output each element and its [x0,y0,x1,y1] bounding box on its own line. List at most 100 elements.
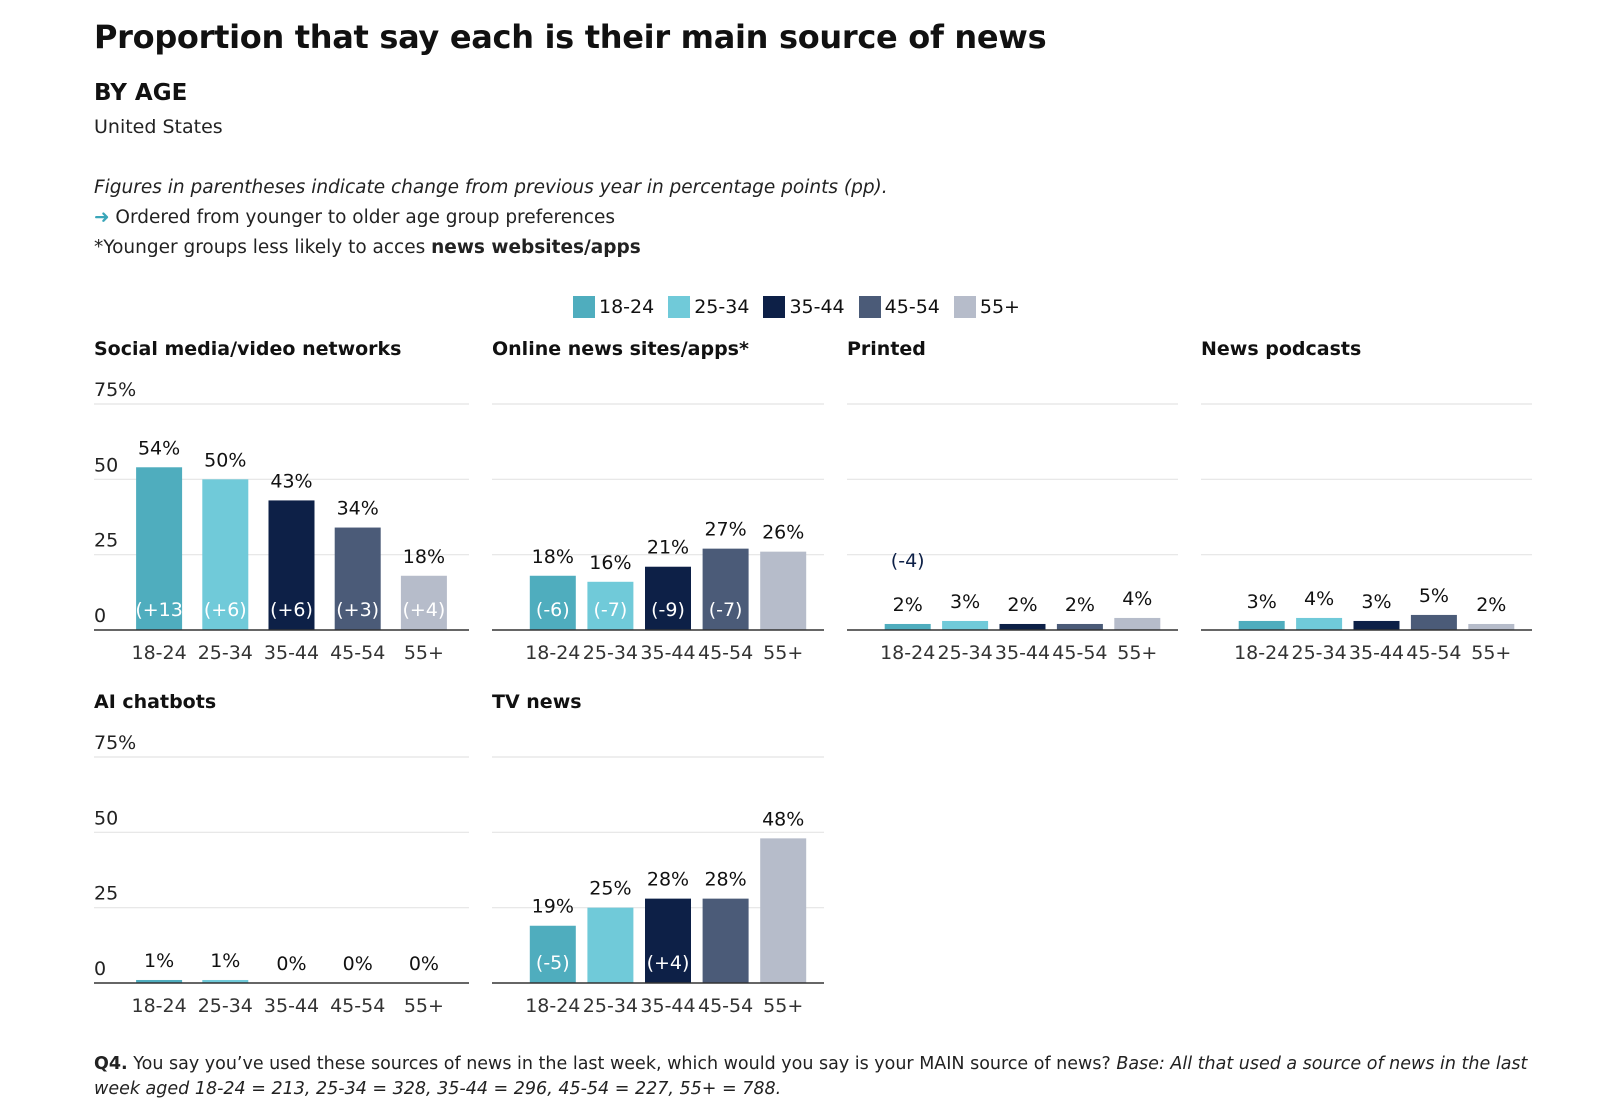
data-label: 3% [950,591,980,613]
legend-item: 45-54 [858,296,940,318]
footer-question-label: Q4. [94,1054,128,1074]
change-label: (-9) [651,599,685,621]
x-tick-label: 35-44 [264,995,319,1017]
footer-base: Base: All that used a source of news in … [94,1054,1528,1099]
bar [999,623,1046,630]
data-label: 4% [1304,588,1334,610]
legend-label: 18-24 [599,296,655,318]
country-label: United States [94,116,223,138]
bar [942,620,989,630]
data-label: 18% [532,546,574,568]
data-label: 48% [762,808,804,830]
order-note: ➜ Ordered from younger to older age grou… [94,207,615,228]
data-label: 21% [647,537,689,559]
arrow-right-icon: ➜ [94,207,110,228]
x-tick-label: 45-54 [698,642,753,664]
data-label: 25% [589,878,631,900]
change-label: (+6) [270,599,313,621]
legend-item: 18-24 [573,296,654,318]
legend-swatch [763,296,786,318]
change-label: (+3) [336,599,379,621]
x-tick-label: 18-24 [1234,642,1289,664]
data-label: 2% [893,594,923,616]
x-tick-label: 45-54 [698,995,753,1017]
data-label: 5% [1419,585,1449,607]
data-label: 2% [1065,594,1095,616]
legend-label: 35-44 [789,296,845,318]
bar [702,898,749,983]
data-label: 50% [204,449,246,471]
legend: 18-24 25-34 35-44 45-54 55+ [573,296,1020,318]
panel-title: Printed [847,338,926,360]
x-tick-label: 35-44 [264,642,319,664]
change-label: (-7) [709,599,743,621]
bar [529,575,576,630]
bar [202,979,249,983]
chart-subtitle: BY AGE [94,80,188,106]
panel-title: Social media/video networks [94,338,402,360]
data-label: 27% [704,519,746,541]
x-tick-label: 25-34 [583,642,638,664]
data-label: 0% [343,953,373,975]
x-tick-label: 18-24 [880,642,935,664]
legend-swatch [858,296,881,318]
x-tick-label: 55+ [1471,642,1511,664]
data-label: 18% [403,546,445,568]
x-tick-label: 18-24 [131,995,186,1017]
data-label: 54% [138,437,180,459]
data-label: 34% [337,498,379,520]
bar [1114,617,1161,630]
bar [529,925,576,983]
younger-note: *Younger groups less likely to acces new… [94,237,641,258]
x-tick-label: 35-44 [995,642,1050,664]
x-tick-label: 55+ [763,642,803,664]
data-label: 19% [532,896,574,918]
bar [702,548,749,630]
bar [587,581,634,630]
bar [645,566,691,630]
bar [645,898,691,983]
footer-question: You say you’ve used these sources of new… [127,1054,1117,1074]
data-label: 26% [762,522,804,544]
panel-title: Online news sites/apps* [492,338,749,360]
change-label: (+13 [135,599,183,621]
data-label: 2% [1007,594,1037,616]
y-tick-label: 75% [94,379,136,401]
change-label: (-5) [536,952,570,974]
data-label: 16% [589,552,631,574]
data-label: 0% [409,953,439,975]
data-label: 43% [270,470,312,492]
change-label: (-7) [594,599,628,621]
y-tick-label: 50 [94,807,118,829]
bar [400,575,447,630]
data-label: 28% [647,869,689,891]
younger-note-bold: news websites/apps [431,237,641,258]
bar [1296,617,1343,630]
bar [1056,623,1103,630]
bar [1238,620,1285,630]
x-tick-label: 45-54 [330,995,385,1017]
change-label: (+4) [402,599,445,621]
data-label: 4% [1122,588,1152,610]
legend-swatch [953,296,976,318]
y-tick-label: 0 [94,605,106,627]
x-tick-label: 55+ [763,995,803,1017]
panel-title: TV news [492,691,582,713]
footer-note: Q4. You say you’ve used these sources of… [94,1052,1534,1102]
chart-title: Proportion that say each is their main s… [94,18,1047,56]
x-tick-label: 25-34 [937,642,992,664]
change-label: (+4) [647,952,690,974]
legend-label: 55+ [979,296,1020,318]
bar [136,979,183,983]
younger-note-text: *Younger groups less likely to acces [94,237,432,258]
legend-swatch [668,296,691,318]
data-label: 28% [704,869,746,891]
x-tick-label: 25-34 [198,642,253,664]
order-note-text: Ordered from younger to older age group … [115,207,616,228]
x-tick-label: 18-24 [525,995,580,1017]
bar [268,500,315,630]
bar [760,838,807,983]
x-tick-label: 55+ [404,995,444,1017]
change-note: Figures in parentheses indicate change f… [94,177,888,198]
bar [136,467,183,630]
